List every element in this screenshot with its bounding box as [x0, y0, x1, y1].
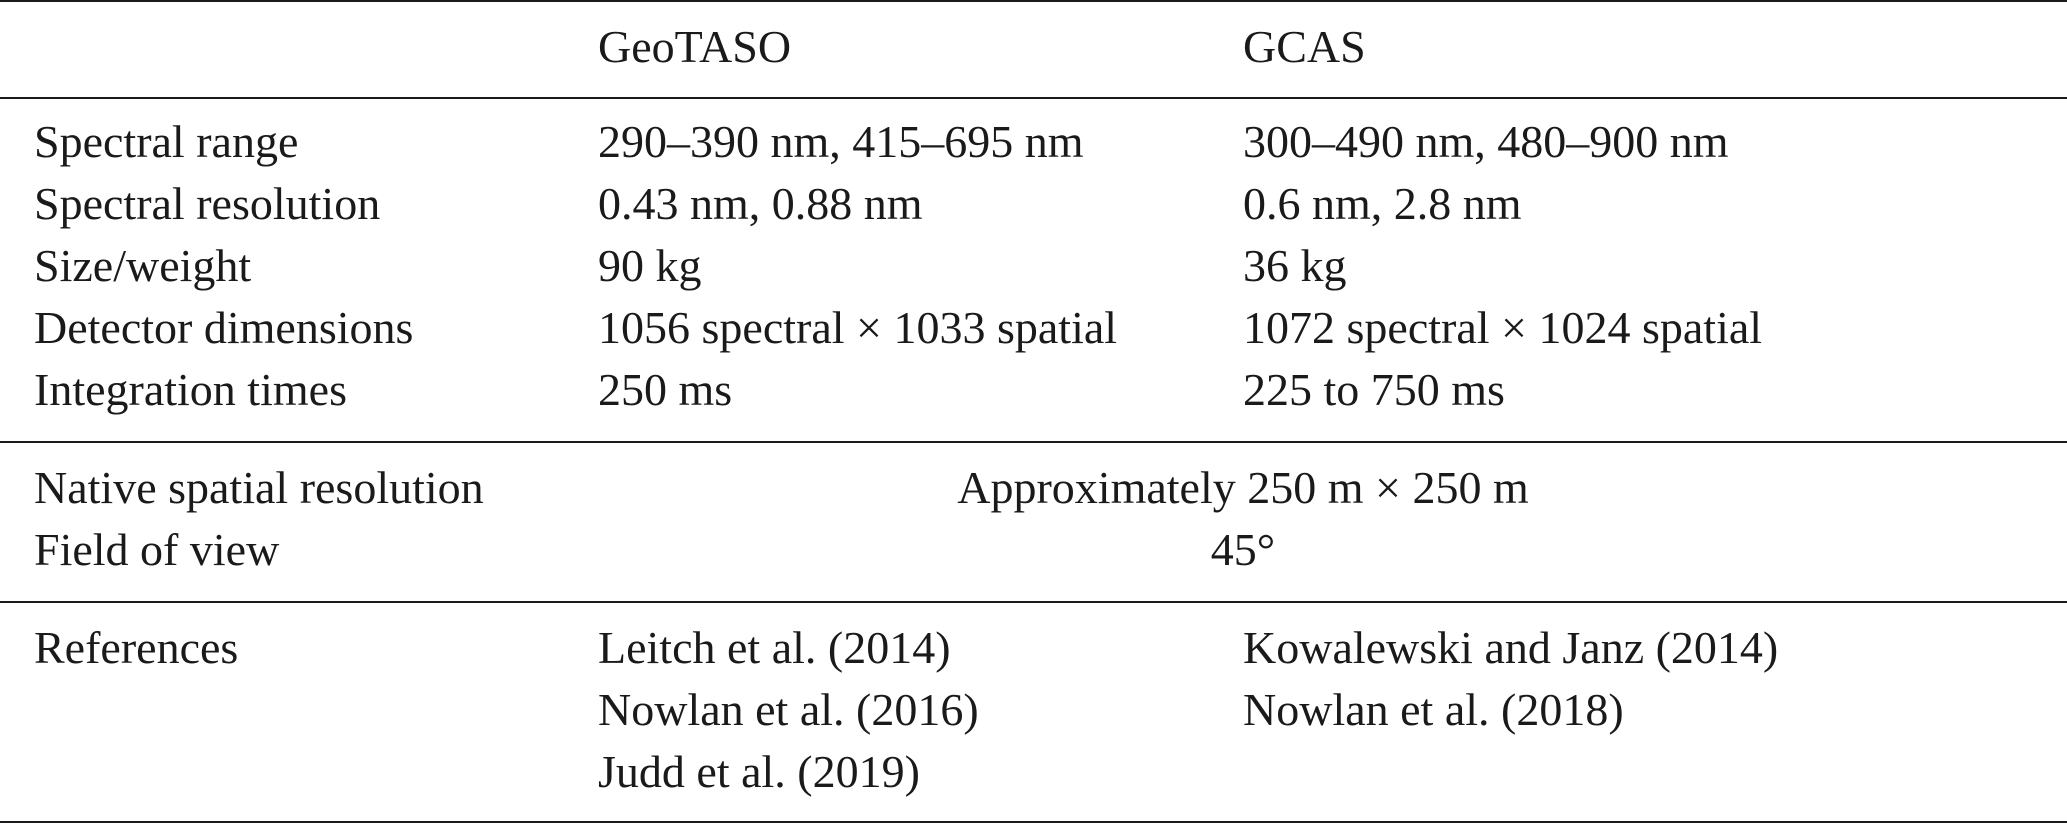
- geotaso-value: 250 ms: [598, 364, 733, 415]
- shared-value: Approximately 250 m × 250 m: [957, 462, 1529, 513]
- geotaso-reference: Judd et al. (2019): [598, 746, 920, 797]
- section-rule: [0, 601, 2067, 603]
- row-label: Spectral range: [34, 116, 299, 167]
- row-label: Size/weight: [34, 240, 252, 291]
- geotaso-value: 290–390 nm, 415–695 nm: [598, 116, 1084, 167]
- row-label: Spectral resolution: [34, 178, 381, 229]
- row-label: Field of view: [34, 524, 280, 575]
- shared-value: 45°: [1210, 524, 1276, 575]
- header-geotaso: GeoTASO: [598, 21, 792, 72]
- header-gcas: GCAS: [1243, 21, 1366, 72]
- geotaso-reference: Nowlan et al. (2016): [598, 684, 979, 735]
- bottom-rule: [0, 821, 2067, 823]
- references-label: References: [34, 622, 239, 673]
- geotaso-value: 90 kg: [598, 240, 702, 291]
- gcas-reference: Nowlan et al. (2018): [1243, 684, 1624, 735]
- geotaso-reference: Leitch et al. (2014): [598, 622, 951, 673]
- header-rule: [0, 97, 2067, 99]
- geotaso-value: 1056 spectral × 1033 spatial: [598, 302, 1118, 353]
- gcas-value: 300–490 nm, 480–900 nm: [1243, 116, 1729, 167]
- gcas-value: 1072 spectral × 1024 spatial: [1243, 302, 1763, 353]
- row-label: Integration times: [34, 364, 347, 415]
- gcas-reference: Kowalewski and Janz (2014): [1243, 622, 1779, 673]
- gcas-value: 36 kg: [1243, 240, 1347, 291]
- top-rule: [0, 0, 2067, 2]
- gcas-value: 0.6 nm, 2.8 nm: [1243, 178, 1522, 229]
- geotaso-value: 0.43 nm, 0.88 nm: [598, 178, 923, 229]
- row-label: Native spatial resolution: [34, 462, 484, 513]
- gcas-value: 225 to 750 ms: [1243, 364, 1505, 415]
- section-rule: [0, 441, 2067, 443]
- row-label: Detector dimensions: [34, 302, 414, 353]
